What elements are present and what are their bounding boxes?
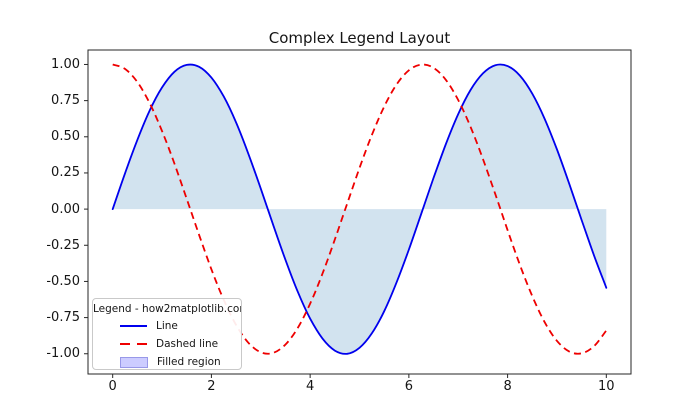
y-tick-label: 0.50 <box>51 129 80 145</box>
x-tick-label: 4 <box>305 379 315 394</box>
filled-region-patch-swatch <box>120 356 148 368</box>
y-tick-label: -0.25 <box>46 237 80 253</box>
blue-solid-line-swatch <box>120 325 147 327</box>
y-tick-label: 0.25 <box>51 165 80 181</box>
y-tick-label: 1.00 <box>51 56 80 72</box>
x-tick-label: 10 <box>598 379 615 394</box>
legend-item-dashed-line: Dashed line <box>93 335 241 353</box>
legend: Legend - how2matplotlib.com Line Dashed … <box>92 298 242 370</box>
legend-title: Legend - how2matplotlib.com <box>93 303 241 315</box>
y-tick-label: -1.00 <box>46 346 80 362</box>
y-tick-label: 0.00 <box>51 201 80 217</box>
x-tick-label: 2 <box>207 379 216 394</box>
cosine-dashed-line <box>112 63 608 355</box>
legend-label-line: Line <box>156 320 178 332</box>
chart-title: Complex Legend Layout <box>268 29 451 47</box>
x-tick-label: 8 <box>503 379 512 394</box>
filled-region <box>112 64 607 354</box>
y-tick-label: -0.50 <box>46 273 80 289</box>
legend-item-filled-region: Filled region <box>93 353 241 371</box>
sine-line <box>111 63 608 355</box>
y-tick-label: -0.75 <box>46 310 80 326</box>
x-tick-label: 0 <box>108 379 117 394</box>
red-dashed-line-swatch <box>120 343 147 345</box>
axes-spines <box>87 49 632 375</box>
x-tick-label: 6 <box>404 379 413 394</box>
y-tick-label: 0.75 <box>51 93 80 109</box>
legend-label-filled-region: Filled region <box>157 356 221 368</box>
legend-item-line: Line <box>93 317 241 335</box>
legend-label-dashed-line: Dashed line <box>156 338 219 350</box>
